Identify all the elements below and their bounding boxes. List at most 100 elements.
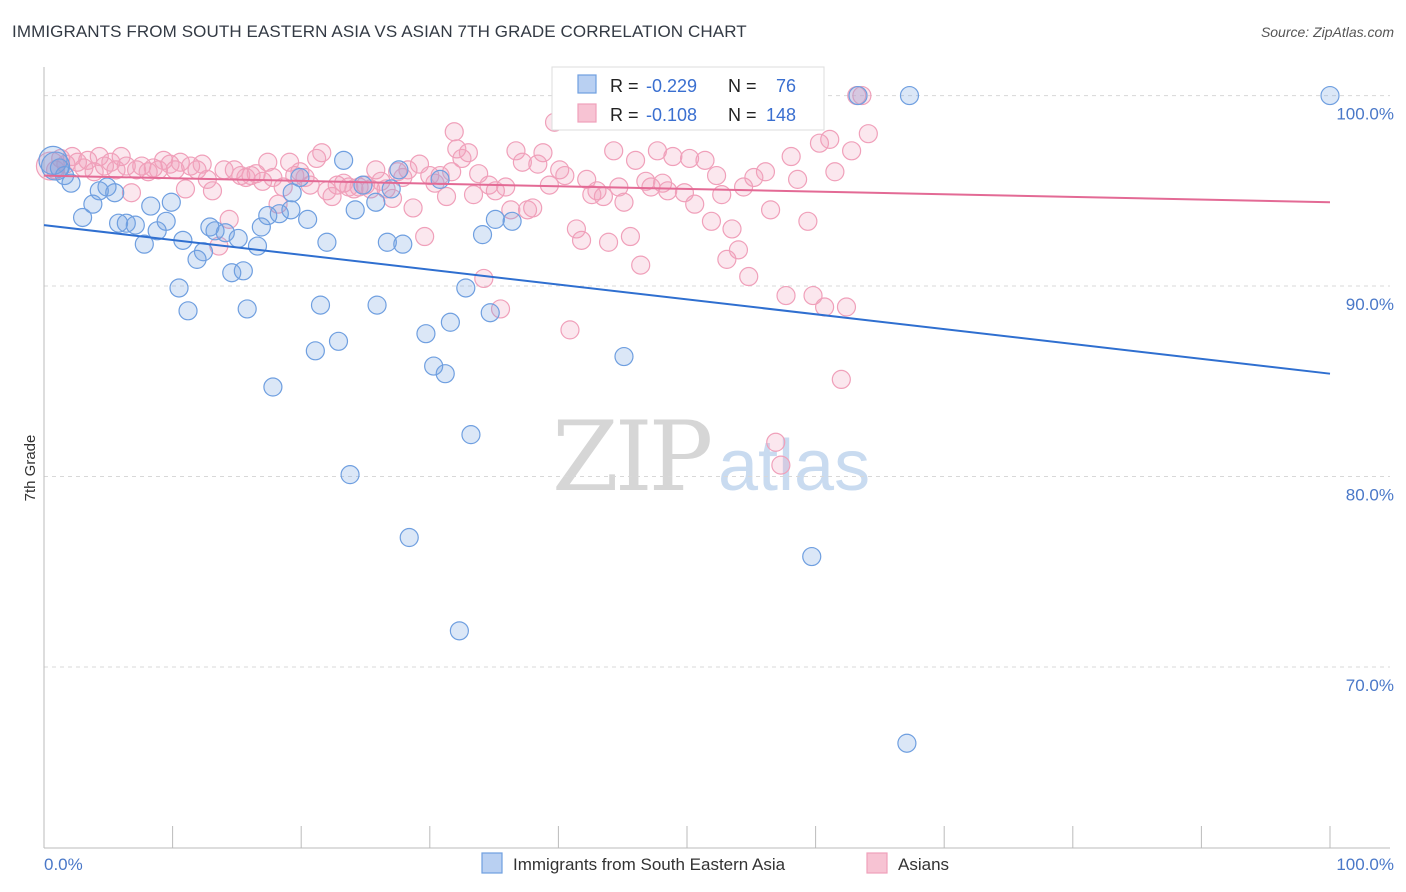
- asians-point: [444, 122, 464, 142]
- x-tick-left: 0.0%: [44, 855, 83, 874]
- asians-point: [111, 146, 131, 167]
- immigrants-point: [353, 175, 373, 195]
- asians-point: [858, 124, 878, 144]
- immigrants-point: [393, 234, 413, 254]
- asians-point: [825, 162, 845, 182]
- immigrants-point: [282, 183, 302, 203]
- asians-point: [458, 143, 478, 163]
- chart-title: IMMIGRANTS FROM SOUTH EASTERN ASIA VS AS…: [12, 22, 747, 41]
- stats-box: R = -0.229 N = 76 R = -0.108 N = 148: [551, 66, 825, 131]
- asians-point: [593, 186, 614, 207]
- asians-point: [836, 297, 857, 317]
- immigrants-point: [156, 211, 176, 231]
- stats-blue-r-label: R =: [610, 76, 639, 96]
- asians-point: [620, 226, 641, 247]
- asians-trend-line: [43, 174, 1331, 204]
- asians-point: [787, 169, 808, 189]
- y-tick-label: 100.0%: [1336, 105, 1394, 124]
- immigrants-point: [263, 377, 283, 397]
- y-tick-label: 70.0%: [1346, 676, 1394, 695]
- asians-point: [614, 192, 634, 212]
- immigrants-point: [187, 249, 207, 269]
- immigrants-point: [480, 303, 500, 323]
- immigrants-point: [345, 200, 365, 220]
- immigrants-point: [424, 356, 444, 376]
- immigrants-point: [340, 465, 360, 485]
- stats-pink-swatch: [577, 103, 597, 123]
- asians-point: [78, 150, 98, 170]
- immigrants-point: [456, 278, 476, 298]
- immigrants-point: [897, 733, 917, 753]
- asians-point: [663, 146, 683, 167]
- chart-source: Source: ZipAtlas.com: [1260, 24, 1394, 40]
- stats-blue-n-value: 76: [776, 76, 796, 96]
- asians-point: [436, 186, 457, 207]
- asians-point: [658, 181, 678, 201]
- immigrants-point: [269, 204, 289, 224]
- immigrants-point: [281, 200, 301, 220]
- immigrants-point: [105, 183, 125, 203]
- asians-point: [474, 268, 494, 289]
- asians-point: [258, 152, 278, 172]
- axes: 100.0% 90.0% 80.0% 70.0%: [43, 67, 1394, 849]
- immigrants-point: [141, 196, 161, 216]
- y-tick-label: 90.0%: [1346, 295, 1394, 314]
- immigrants-point: [233, 261, 253, 281]
- asians-point: [415, 226, 435, 247]
- immigrants-point: [108, 213, 129, 233]
- immigrants-point: [381, 179, 401, 199]
- y-axis-label: 7th Grade: [22, 435, 39, 502]
- immigrants-point: [389, 160, 409, 180]
- immigrants-trend-line: [43, 224, 1331, 375]
- asians-point: [820, 129, 840, 149]
- stats-pink-n-label: N =: [728, 105, 757, 125]
- immigrants-point: [848, 85, 868, 106]
- immigrants-point: [161, 192, 181, 212]
- stats-pink-r-label: R =: [610, 105, 639, 125]
- asians-point: [485, 181, 505, 201]
- asians-point: [760, 200, 781, 220]
- asians-point: [722, 219, 742, 239]
- immigrants-point: [802, 546, 822, 567]
- asians-point: [685, 194, 705, 214]
- asians-point: [312, 143, 332, 163]
- immigrants-point: [247, 236, 268, 256]
- asians-point: [842, 141, 862, 161]
- legend-label-asians: Asians: [898, 855, 949, 874]
- asians-point: [728, 240, 749, 260]
- asians-point: [307, 148, 327, 169]
- immigrants-point: [193, 242, 214, 262]
- asians-point: [798, 211, 818, 231]
- stats-pink-n-value: 148: [766, 105, 796, 125]
- immigrants-point: [377, 232, 397, 252]
- asians-point: [116, 156, 136, 176]
- immigrants-point: [435, 364, 455, 384]
- asians-point: [766, 432, 786, 452]
- immigrants-point: [328, 331, 349, 351]
- stats-blue-r-value: -0.229: [646, 76, 697, 96]
- asians-point: [809, 133, 830, 153]
- immigrants-point: [367, 295, 387, 315]
- immigrants-point: [125, 215, 145, 235]
- asians-point: [781, 146, 801, 167]
- stats-blue-swatch: [577, 74, 597, 94]
- asians-point: [528, 154, 548, 174]
- immigrants-point: [317, 232, 337, 252]
- immigrants-point: [305, 341, 325, 361]
- legend-swatch-immigrants: [481, 852, 503, 874]
- asians-point: [604, 141, 624, 161]
- watermark-zip: ZIP: [552, 401, 711, 513]
- asians-point: [555, 165, 575, 186]
- asians-point: [89, 146, 109, 167]
- asians-point: [679, 148, 700, 169]
- asians-point: [550, 160, 570, 180]
- asians-point: [506, 141, 526, 161]
- x-tick-right: 100.0%: [1336, 855, 1394, 874]
- asians-point: [447, 139, 467, 159]
- immigrants-point: [366, 192, 386, 212]
- asians-point: [815, 297, 835, 317]
- stats-box-frame: [551, 66, 825, 131]
- watermark-atlas: atlas: [718, 426, 870, 506]
- immigrants-point: [61, 173, 81, 193]
